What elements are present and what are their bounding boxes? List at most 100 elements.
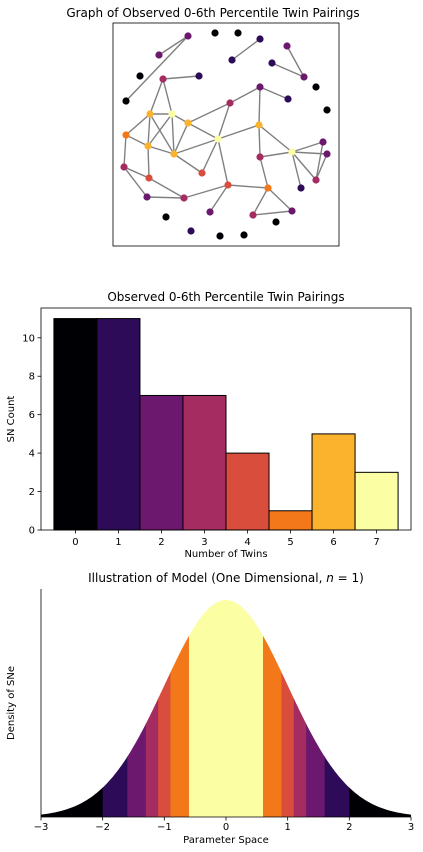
graph-edge [315, 153, 328, 181]
model-band [127, 600, 147, 817]
graph-edge [259, 151, 293, 158]
graph-edge [217, 124, 260, 140]
graph-edge [291, 151, 317, 181]
graph-node [122, 97, 130, 105]
graph-node [211, 29, 219, 37]
graph-node [297, 184, 305, 192]
bar-x-tick-label: 4 [244, 537, 250, 548]
graph-edge [171, 113, 175, 155]
model-title-suffix: = 1) [334, 571, 364, 585]
bar-1 [96, 318, 141, 531]
graph-node [170, 150, 178, 158]
bar-y-label: SN Count [6, 396, 17, 443]
model-x-tick-label: 0 [223, 822, 229, 833]
bar-y-tick-label: 2 [29, 487, 35, 498]
graph-edge [315, 141, 324, 181]
graph-edge [162, 78, 173, 115]
model-x-tick-label: 1 [284, 822, 290, 833]
graph-node [198, 169, 206, 177]
model-band [170, 600, 190, 817]
graph-node [284, 95, 292, 103]
graph-node [256, 35, 264, 43]
bar-x-tick-label: 0 [72, 537, 78, 548]
bar-chart-frame [40, 307, 412, 531]
graph-node [155, 51, 163, 59]
graph-edge [286, 45, 305, 78]
model-band [306, 600, 326, 817]
model-y-label: Density of SNe [6, 666, 17, 740]
bar-y-tick-label: 8 [29, 372, 35, 383]
graph-node [168, 110, 176, 118]
graph-node [288, 148, 296, 156]
model-band [102, 600, 128, 817]
bar-x-tick-label: 3 [201, 537, 207, 548]
graph-edge [147, 145, 175, 155]
bar-x-tick-label: 1 [115, 537, 121, 548]
graph-node [214, 135, 222, 143]
graph-edge [258, 124, 293, 153]
bar-x-tick-label: 7 [373, 537, 379, 548]
graph-edge [146, 196, 185, 199]
graph-edge [173, 122, 189, 155]
model-band [349, 600, 411, 817]
graph-edge [123, 166, 148, 198]
graph-node [184, 32, 192, 40]
graph-node [319, 138, 327, 146]
graph-edge [271, 62, 305, 78]
graph-node [288, 207, 296, 215]
graph-edge [258, 86, 261, 126]
graph-node [240, 231, 248, 239]
graph-node [323, 150, 331, 158]
graph-edges [123, 35, 328, 216]
graph-title: Graph of Observed 0-6th Percentile Twin … [66, 6, 359, 20]
graph-node [122, 131, 130, 139]
model-band [158, 600, 171, 817]
graph-edge [209, 184, 229, 213]
graph-edge [149, 113, 175, 155]
model-panel: Illustration of Model (One Dimensional, … [6, 571, 414, 846]
bar-3 [182, 394, 227, 531]
graph-node [300, 73, 308, 81]
graph-node [228, 56, 236, 64]
model-x-tick-label: −1 [157, 822, 172, 833]
graph-node [159, 75, 167, 83]
graph-node [162, 213, 170, 221]
graph-edge [173, 153, 203, 174]
model-band [145, 600, 159, 817]
graph-node [224, 181, 232, 189]
bar-6 [311, 433, 356, 531]
graph-frame [112, 22, 340, 247]
model-x-tick-label: −3 [34, 822, 49, 833]
graph-node [264, 184, 272, 192]
model-x-tick-label: 2 [346, 822, 352, 833]
graph-edge [125, 35, 189, 102]
bar-y-tick-label: 6 [29, 410, 35, 421]
graph-node [145, 174, 153, 182]
graph-edge [147, 113, 173, 147]
graph-edge [183, 184, 229, 199]
model-bands [41, 600, 411, 817]
model-band [41, 600, 104, 817]
graph-edge [158, 35, 189, 56]
graph-edge [227, 184, 269, 189]
graph-edge [149, 78, 164, 115]
bar-0 [53, 318, 98, 531]
graph-node [268, 59, 276, 67]
model-title: Illustration of Model (One Dimensional, … [88, 571, 364, 585]
bar-x-tick-label: 2 [158, 537, 164, 548]
bar-chart-title: Observed 0-6th Percentile Twin Pairings [107, 290, 344, 304]
graph-edge [147, 145, 150, 179]
graph-edge [252, 210, 293, 216]
model-x-tick-label: 3 [408, 822, 414, 833]
graph-node [144, 142, 152, 150]
graph-node [272, 218, 280, 226]
graph-edge [229, 86, 261, 104]
bar-y-tick-label: 4 [29, 449, 35, 460]
model-band [189, 600, 264, 817]
graph-edge [173, 138, 219, 155]
graph-node [312, 83, 320, 91]
graph-node [187, 227, 195, 235]
bar-chart-panel: Observed 0-6th Percentile Twin Pairings … [6, 290, 412, 560]
bar-x-axis: 0 1 2 3 4 5 6 7 [72, 530, 380, 548]
graph-edge [291, 151, 302, 189]
